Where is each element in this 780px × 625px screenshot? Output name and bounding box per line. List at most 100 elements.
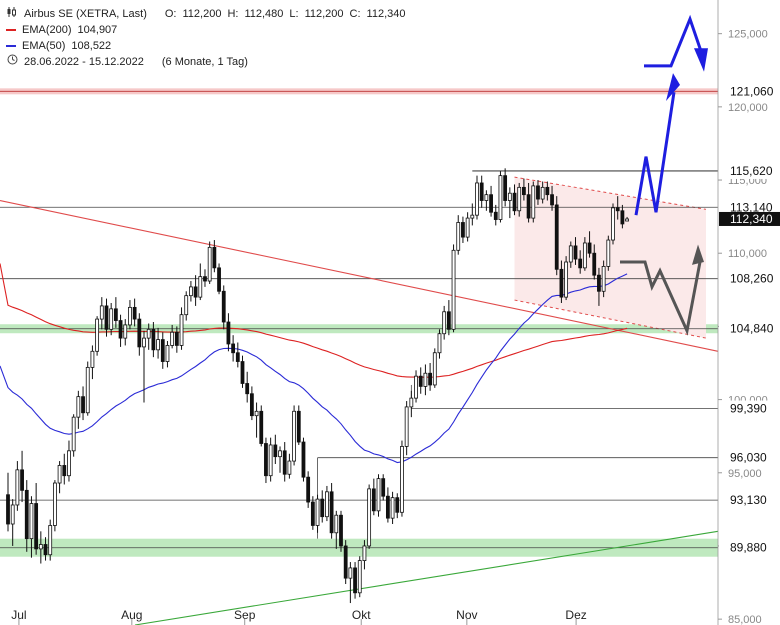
candle-body-120 — [568, 245, 573, 263]
trendline-uptrend — [134, 530, 719, 625]
level-label-2: 113,140 — [730, 200, 773, 214]
candle-body-10 — [53, 482, 57, 526]
candle-body-83 — [395, 497, 400, 513]
candle-body-123 — [582, 242, 587, 269]
ema200-label: EMA(200) — [22, 24, 72, 36]
close-label: C: — [349, 8, 361, 20]
instrument-name: Airbus SE (XETRA, Last) — [24, 8, 147, 20]
candle-body-119 — [564, 261, 569, 298]
candle-body-45 — [217, 267, 221, 292]
candle-body-122 — [578, 258, 583, 269]
level-label-8: 89,880 — [730, 541, 767, 555]
high-label: H: — [227, 8, 239, 20]
candle-body-108 — [512, 192, 517, 212]
candle-body-14 — [71, 416, 76, 452]
candle-body-38 — [184, 295, 189, 316]
candle-body-46 — [221, 290, 226, 323]
candle-body-118 — [559, 268, 564, 298]
period-detail: (6 Monate, 1 Tag) — [161, 56, 248, 68]
trendline-layer — [0, 199, 719, 625]
candle-body-60 — [287, 460, 292, 475]
candle-body-97 — [461, 222, 465, 238]
candle-body-25 — [123, 324, 128, 339]
candle-body-74 — [353, 567, 357, 594]
level-label-3: 108,260 — [730, 272, 774, 286]
projection-arrows-layer — [620, 14, 708, 336]
level-label-4: 104,840 — [730, 322, 774, 336]
candle-body-18 — [90, 350, 95, 368]
clock-icon — [6, 54, 18, 70]
candle-body-4 — [24, 489, 29, 540]
candle-body-75 — [357, 560, 362, 594]
high-value: 112,480 — [244, 8, 284, 20]
candle-body-7 — [38, 544, 43, 550]
candle-body-89 — [423, 372, 428, 387]
candle-body-41 — [198, 276, 203, 298]
candle-body-69 — [329, 491, 334, 534]
candle-body-84 — [400, 446, 404, 513]
candle-body-132 — [625, 218, 629, 222]
candle-body-117 — [554, 204, 559, 270]
candle-body-12 — [62, 465, 67, 477]
candle-body-85 — [404, 406, 409, 447]
ema200-value: 104,907 — [77, 24, 118, 36]
candle-body-113 — [536, 185, 540, 200]
level-label-box-5 — [719, 400, 780, 417]
candle-body-6 — [34, 503, 39, 550]
candle-body-43 — [207, 246, 212, 282]
level-label-5: 99,390 — [730, 402, 767, 416]
candle-body-111 — [526, 194, 531, 219]
candle-body-130 — [615, 207, 620, 212]
candle-body-92 — [437, 333, 442, 354]
candle-body-98 — [465, 217, 470, 238]
candle-body-94 — [446, 311, 451, 330]
candle-body-116 — [550, 194, 554, 206]
ema-layer — [0, 263, 628, 464]
legend-period-row: 28.06.2022 - 15.12.2022 (6 Monate, 1 Tag… — [6, 54, 406, 70]
candle-body-21 — [104, 305, 109, 330]
candle-body-71 — [339, 514, 343, 547]
candle-body-125 — [592, 252, 597, 276]
level-label-6: 96,030 — [730, 451, 767, 465]
candle-body-80 — [381, 478, 386, 497]
candle-body-29 — [142, 337, 146, 348]
channel-upper-line — [514, 176, 707, 210]
y-tick-label-8: 125,000 — [728, 29, 768, 41]
candle-body-9 — [48, 525, 53, 556]
ema200-line — [0, 263, 628, 378]
candle-body-104 — [493, 211, 498, 220]
candle-body-1 — [10, 504, 15, 525]
candle-body-107 — [507, 192, 512, 201]
period-range: 28.06.2022 - 15.12.2022 — [24, 56, 144, 68]
candle-body-70 — [334, 514, 339, 534]
candle-body-61 — [292, 410, 296, 462]
candle-body-37 — [179, 314, 184, 346]
x-tick-label-5: Dez — [565, 608, 586, 622]
candle-body-44 — [212, 246, 217, 269]
level-label-1: 115,620 — [730, 164, 773, 178]
legend-ema200-row: EMA(200) 104,907 — [6, 22, 406, 38]
last-price-tag — [719, 211, 780, 226]
candle-body-42 — [203, 276, 207, 282]
candle-body-15 — [76, 396, 81, 418]
level-label-box-6 — [719, 449, 780, 466]
y-tick-label-2: 95,000 — [728, 468, 762, 480]
candle-body-65 — [310, 501, 315, 526]
level-label-box-7 — [719, 492, 780, 509]
candle-body-36 — [174, 331, 179, 346]
candle-body-127 — [601, 265, 606, 292]
candle-body-131 — [620, 210, 625, 225]
candle-body-39 — [189, 286, 193, 297]
projection-blue-arrowhead-lower — [666, 73, 680, 101]
candle-body-33 — [160, 339, 165, 362]
candle-body-93 — [442, 311, 447, 335]
candle-body-126 — [597, 274, 601, 292]
candle-body-88 — [418, 375, 423, 387]
candle-body-82 — [390, 497, 395, 519]
candle-body-16 — [81, 396, 85, 414]
candle-body-106 — [503, 175, 508, 201]
candle-body-115 — [545, 186, 550, 196]
candle-body-26 — [128, 306, 132, 326]
candle-body-20 — [99, 305, 104, 320]
